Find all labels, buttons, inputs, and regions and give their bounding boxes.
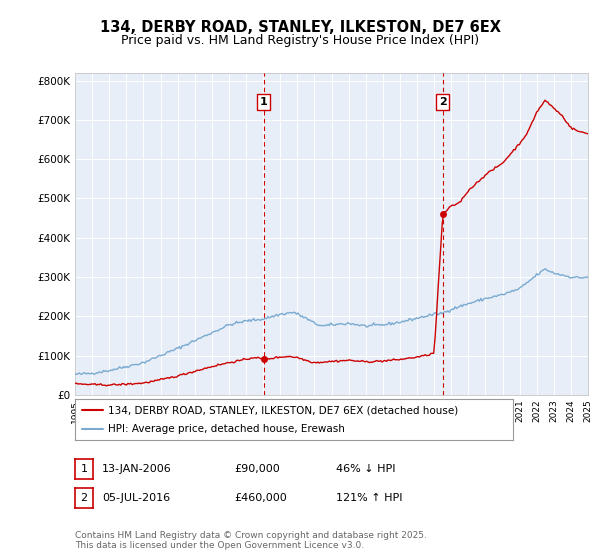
Text: 1: 1 [260,97,268,107]
Text: 134, DERBY ROAD, STANLEY, ILKESTON, DE7 6EX (detached house): 134, DERBY ROAD, STANLEY, ILKESTON, DE7 … [108,405,458,415]
Text: 2: 2 [439,97,446,107]
Text: Price paid vs. HM Land Registry's House Price Index (HPI): Price paid vs. HM Land Registry's House … [121,34,479,46]
Text: Contains HM Land Registry data © Crown copyright and database right 2025.
This d: Contains HM Land Registry data © Crown c… [75,530,427,550]
Text: 121% ↑ HPI: 121% ↑ HPI [336,493,403,503]
Text: 13-JAN-2006: 13-JAN-2006 [102,464,172,474]
Text: £460,000: £460,000 [234,493,287,503]
Text: 134, DERBY ROAD, STANLEY, ILKESTON, DE7 6EX: 134, DERBY ROAD, STANLEY, ILKESTON, DE7 … [100,20,500,35]
Text: 1: 1 [80,464,88,474]
Text: 05-JUL-2016: 05-JUL-2016 [102,493,170,503]
Text: 2: 2 [80,493,88,503]
Text: 46% ↓ HPI: 46% ↓ HPI [336,464,395,474]
Text: £90,000: £90,000 [234,464,280,474]
Text: HPI: Average price, detached house, Erewash: HPI: Average price, detached house, Erew… [108,424,345,433]
